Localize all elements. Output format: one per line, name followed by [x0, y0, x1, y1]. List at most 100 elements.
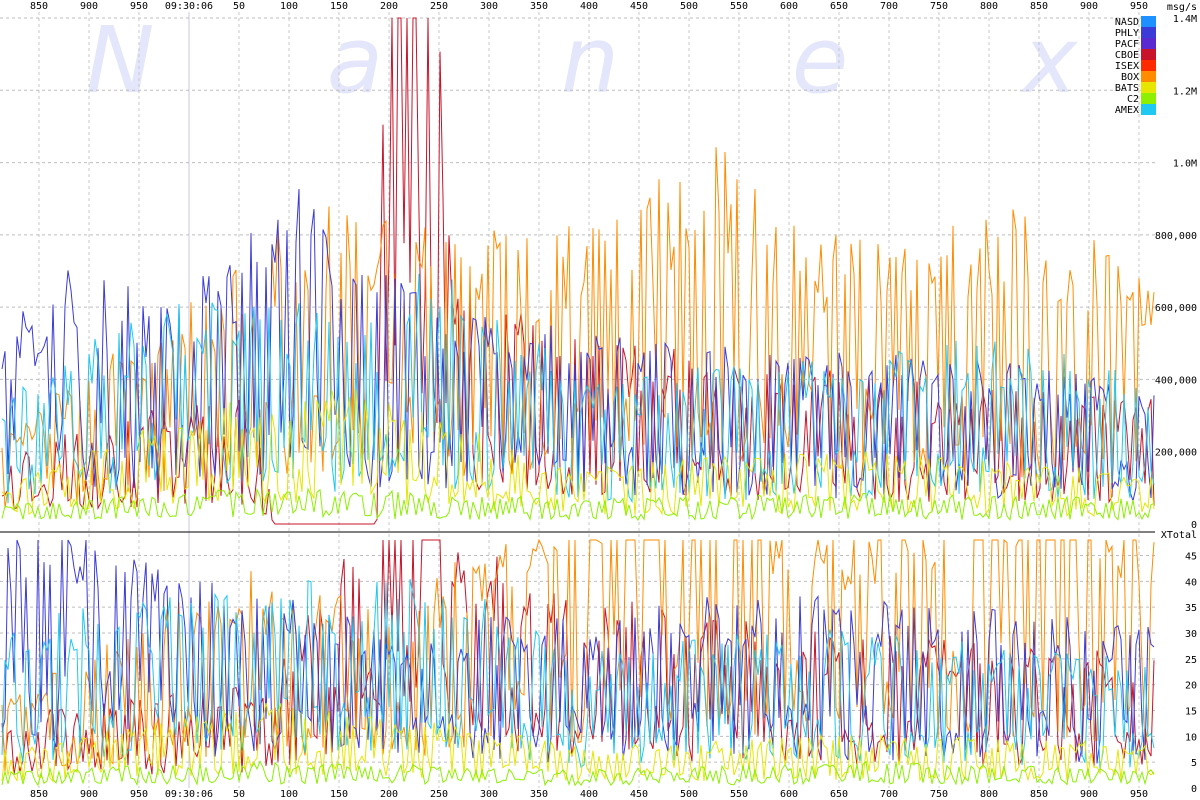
x-tick-label: 450: [630, 1, 648, 12]
watermark-letter: N: [86, 7, 155, 114]
x-tick-label: 50: [233, 1, 245, 12]
x-tick-label: 350: [530, 1, 548, 12]
bottom-panel-series: [1, 538, 1155, 787]
x-tick-label: 850: [30, 789, 48, 800]
legend-label: BOX: [1121, 72, 1139, 83]
y-tick-label: 20: [1185, 681, 1197, 692]
x-tick-label: 950: [130, 1, 148, 12]
x-tick-label: 250: [430, 1, 448, 12]
x-tick-label: 450: [630, 789, 648, 800]
series-line-phly: [1, 188, 1155, 503]
x-axis-top-labels: 850 900 950 09:30:06 50 100 150 200 250 300 350 400…: [30, 1, 1148, 12]
x-tick-label: 800: [980, 1, 998, 12]
x-tick-label: 150: [330, 1, 348, 12]
x-tick-label: 200: [380, 789, 398, 800]
x-tick-label: 700: [880, 789, 898, 800]
legend-swatch-box: [1141, 71, 1156, 82]
legend-swatch-phly: [1141, 27, 1156, 38]
series-line-bats: [1, 389, 1155, 517]
x-tick-label: 09:30:06: [165, 789, 213, 800]
x-tick-label: 550: [730, 789, 748, 800]
x-tick-label: 950: [1130, 789, 1148, 800]
legend-swatch-nasd: [1141, 16, 1156, 27]
x-tick-label: 900: [80, 789, 98, 800]
y-tick-label: 0: [1191, 784, 1197, 795]
y-tick-label: 30: [1185, 629, 1197, 640]
x-tick-label: 300: [480, 1, 498, 12]
x-tick-label: 750: [930, 1, 948, 12]
legend-swatch-pacf: [1141, 38, 1156, 49]
x-tick-label: 650: [830, 1, 848, 12]
x-tick-label: 500: [680, 789, 698, 800]
y-tick-label: 1.4M: [1173, 14, 1197, 25]
y-tick-label: 40: [1185, 577, 1197, 588]
x-tick-label: 100: [280, 789, 298, 800]
legend-swatch-bats: [1141, 82, 1156, 93]
watermark-letter: x: [1020, 7, 1079, 114]
legend-label: NASD: [1115, 17, 1139, 28]
x-tick-label: 250: [430, 789, 448, 800]
y-tick-label: 600,000: [1155, 303, 1197, 314]
y-tick-label: 5: [1191, 758, 1197, 769]
legend-swatch-amex: [1141, 104, 1156, 115]
y-tick-label: 15: [1185, 707, 1197, 718]
x-tick-label: 400: [580, 789, 598, 800]
y-tick-label: 35: [1185, 603, 1197, 614]
legend-swatch-c2: [1141, 93, 1156, 104]
x-tick-label: 900: [1080, 1, 1098, 12]
x-tick-label: 650: [830, 789, 848, 800]
y-tick-label: 10: [1185, 732, 1197, 743]
x-tick-label: 09:30:06: [165, 1, 213, 12]
x-tick-label: 850: [1030, 1, 1048, 12]
series-line-c2: [1, 487, 1155, 522]
legend-label: PACF: [1115, 39, 1139, 50]
x-tick-label: 200: [380, 1, 398, 12]
x-tick-label: 850: [1030, 789, 1048, 800]
x-tick-label: 350: [530, 789, 548, 800]
y-tick-label: 25: [1185, 655, 1197, 666]
bottom-panel-ylabel: XTotal: [1161, 530, 1197, 541]
series-line-amex: [1, 579, 1155, 770]
legend-label: AMEX: [1115, 105, 1139, 116]
legend-label: ISEX: [1115, 61, 1139, 72]
top-panel-y-axis: 0 200,000 400,000 600,000 800,000 1.0M 1.2M 1.4…: [1155, 14, 1197, 531]
y-tick-label: 1.2M: [1173, 86, 1197, 97]
bottom-panel-y-axis: 0 5 10 15 20 25 30 35 40 45: [1185, 552, 1197, 796]
watermark-letter: a: [327, 7, 383, 114]
legend-label: CBOE: [1115, 50, 1139, 61]
watermark-letter: e: [792, 7, 849, 114]
y-tick-label: 800,000: [1155, 231, 1197, 242]
y-tick-label: 200,000: [1155, 448, 1197, 459]
x-tick-label: 50: [233, 789, 245, 800]
x-tick-label: 900: [1080, 789, 1098, 800]
x-tick-label: 600: [780, 1, 798, 12]
x-tick-label: 750: [930, 789, 948, 800]
x-tick-label: 850: [30, 1, 48, 12]
x-tick-label: 600: [780, 789, 798, 800]
x-tick-label: 300: [480, 789, 498, 800]
x-tick-label: 700: [880, 1, 898, 12]
series-line-c2: [1, 760, 1155, 787]
x-tick-label: 800: [980, 789, 998, 800]
legend-label: C2: [1127, 94, 1139, 105]
y-tick-label: 400,000: [1155, 375, 1197, 386]
x-tick-label: 950: [130, 789, 148, 800]
x-tick-label: 550: [730, 1, 748, 12]
x-tick-label: 100: [280, 1, 298, 12]
legend-label: PHLY: [1115, 28, 1139, 39]
legend-label: BATS: [1115, 83, 1139, 94]
series-line-phly: [1, 539, 1155, 764]
top-panel-series: [1, 17, 1155, 525]
x-tick-label: 500: [680, 1, 698, 12]
legend-swatch-cboe: [1141, 49, 1156, 60]
x-tick-label: 900: [80, 1, 98, 12]
x-tick-label: 950: [1130, 1, 1148, 12]
top-panel-ylabel: msg/s: [1167, 2, 1197, 13]
x-axis-bottom-labels: 850 900 950 09:30:06 50 100 150 200 250 300 350 400…: [30, 789, 1148, 800]
y-tick-label: 0: [1191, 520, 1197, 531]
x-tick-label: 400: [580, 1, 598, 12]
legend-swatch-isex: [1141, 60, 1156, 71]
